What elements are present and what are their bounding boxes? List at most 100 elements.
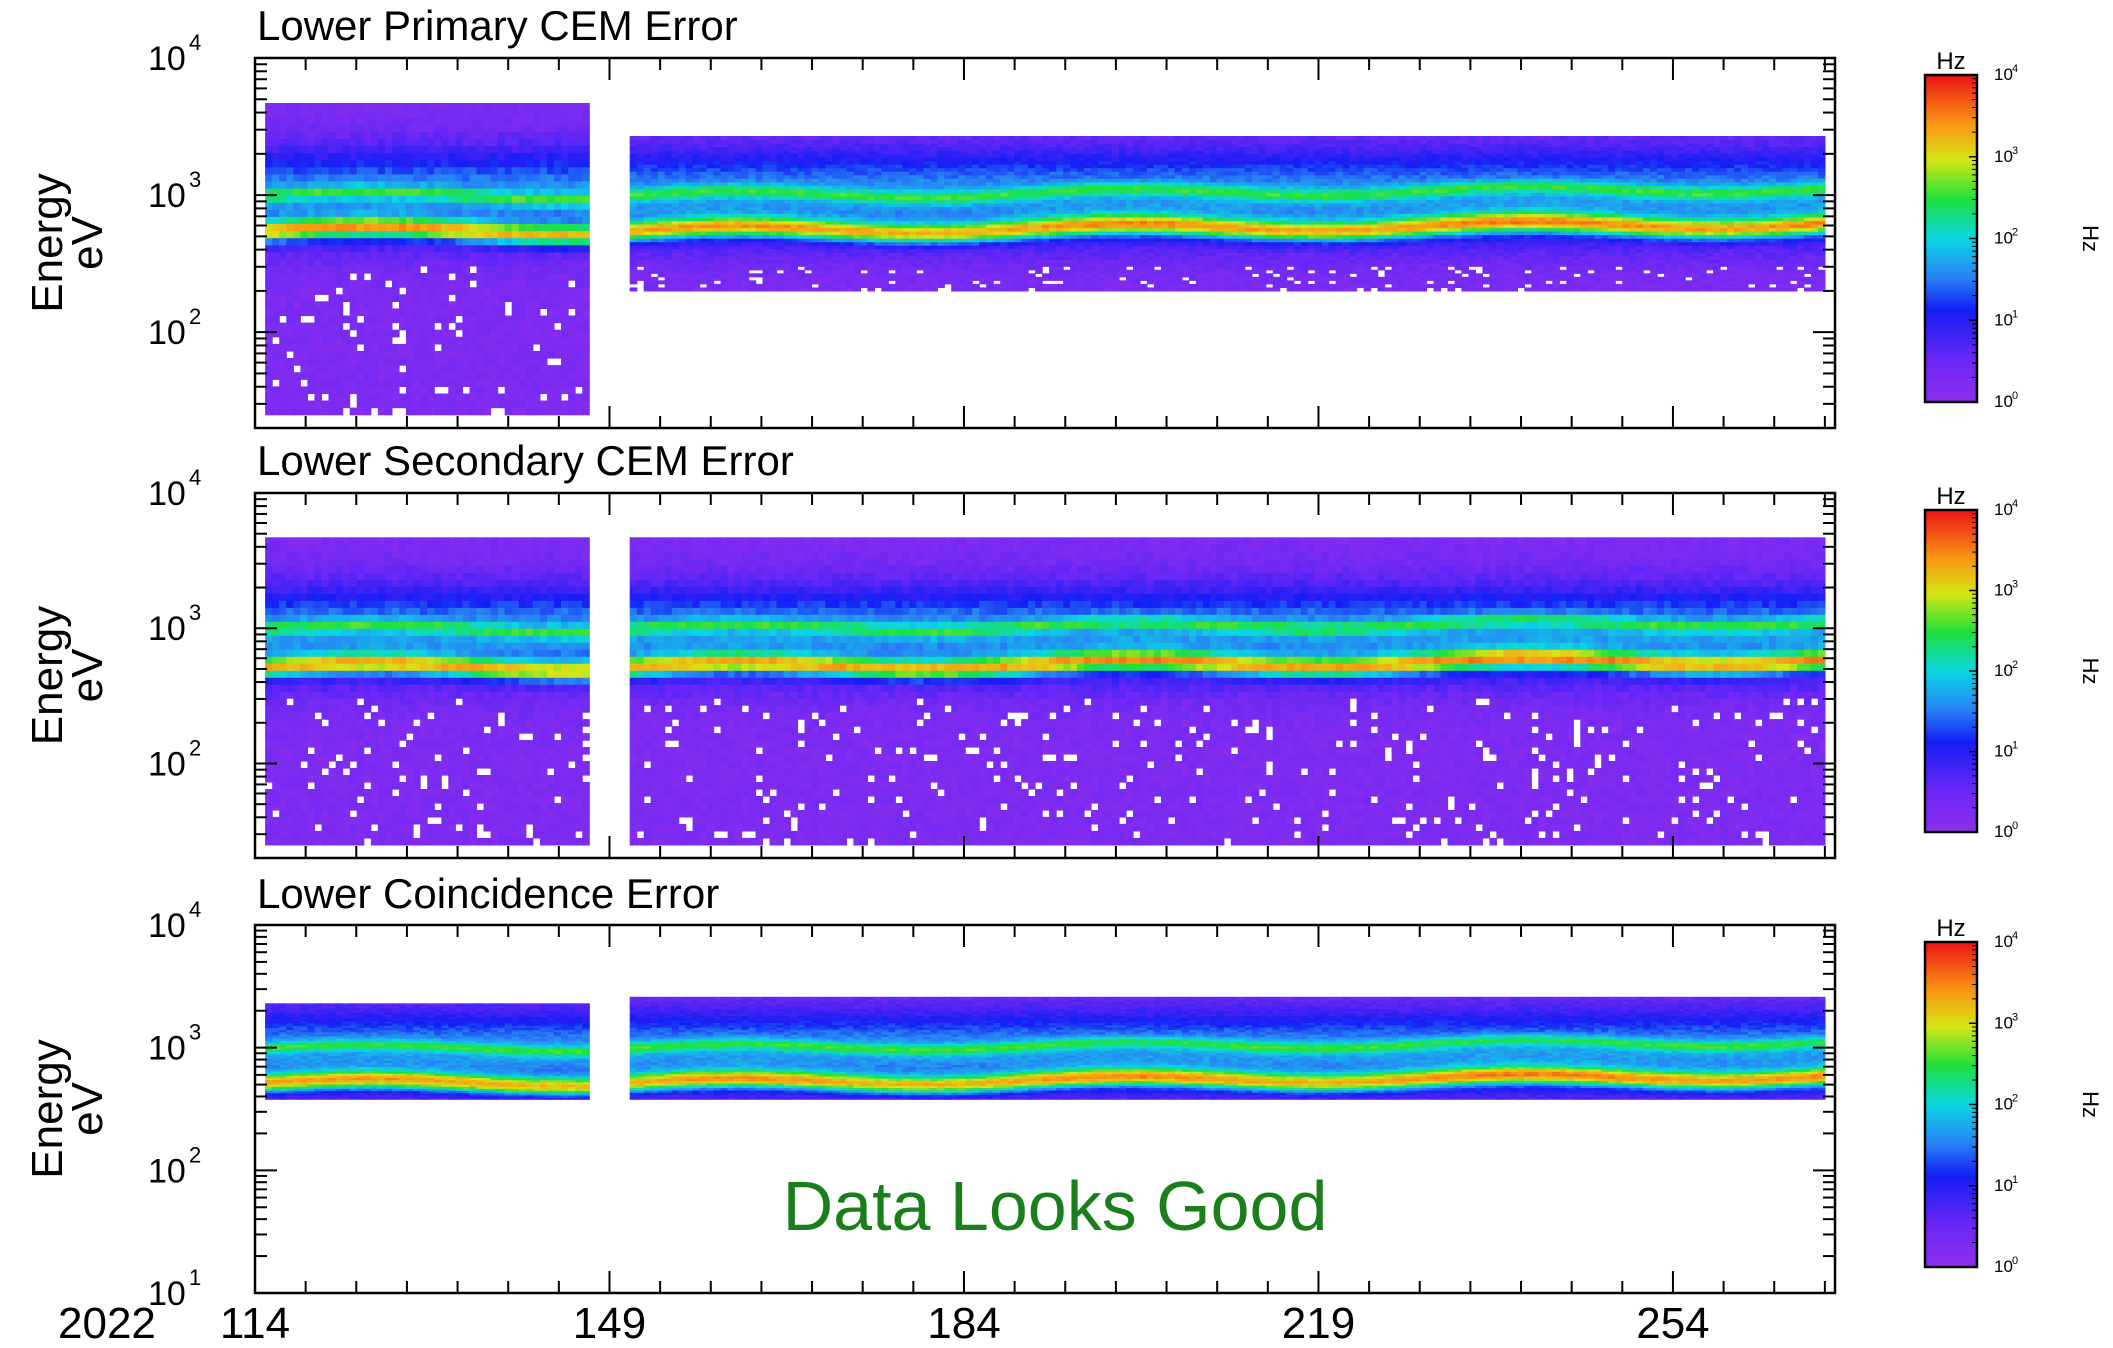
colorbar-tick-label: 10 1 <box>1994 740 2018 761</box>
colorbar-tick-label: 10 3 <box>1994 1011 2018 1032</box>
x-tick-label: 219 <box>1282 1299 1355 1348</box>
colorbar-tick-base: 10 <box>1994 661 2013 680</box>
y-tick-label: 10 4 <box>148 465 201 513</box>
colorbar-tick-label: 10 2 <box>1994 659 2018 680</box>
colorbar-tick-exp: 3 <box>2012 579 2018 591</box>
x-tick-label: 254 <box>1636 1299 1709 1348</box>
y-tick-base: 10 <box>148 314 186 352</box>
y-tick-base: 10 <box>148 1152 186 1190</box>
colorbar-tick-exp: 2 <box>2012 227 2018 239</box>
colorbar-tick-label: 10 0 <box>1994 820 2018 841</box>
panel-title: Lower Primary CEM Error <box>257 2 738 49</box>
y-tick-label: 10 2 <box>148 1142 201 1190</box>
colorbar-tick-base: 10 <box>1994 392 2013 411</box>
colorbar-side-label: Hz <box>2078 1091 2103 1118</box>
annotation-data-looks-good: Data Looks Good <box>783 1167 1328 1245</box>
colorbar-side-label: Hz <box>2078 658 2103 685</box>
colorbar-tick-base: 10 <box>1994 1095 2013 1114</box>
y-tick-label: 10 2 <box>148 304 201 352</box>
colorbar-tick-base: 10 <box>1994 1013 2013 1032</box>
colorbar-tick-base: 10 <box>1994 500 2013 519</box>
colorbar-title: Hz <box>1936 483 1965 510</box>
y-tick-exp: 3 <box>189 600 201 625</box>
colorbar-tick-label: 10 3 <box>1994 579 2018 600</box>
colorbar-tick-base: 10 <box>1994 1176 2013 1195</box>
y-tick-label: 10 1 <box>148 1265 201 1313</box>
y-tick-exp: 2 <box>189 1142 201 1167</box>
y-tick-exp: 3 <box>189 167 201 192</box>
heatmap-cells <box>265 996 1826 1100</box>
colorbar-tick-base: 10 <box>1994 310 2013 329</box>
x-axis <box>254 925 1826 1293</box>
heatmap-cells <box>265 103 1826 416</box>
colorbar-side-text: Hz <box>2078 225 2103 252</box>
colorbar-tick-label: 10 1 <box>1994 308 2018 329</box>
y-tick-base: 10 <box>148 177 186 215</box>
colorbar-tick-base: 10 <box>1994 932 2013 951</box>
y-tick-base: 10 <box>148 475 186 513</box>
colorbar-tick-base: 10 <box>1994 65 2013 84</box>
colorbar-tick-label: 10 4 <box>1994 498 2018 519</box>
colorbar-tick-exp: 2 <box>2012 1093 2018 1105</box>
colorbar-title: Hz <box>1936 915 1965 942</box>
colorbar-tick-base: 10 <box>1994 822 2013 841</box>
colorbar-side-text: Hz <box>2078 658 2103 685</box>
plot-frame <box>253 923 1837 1295</box>
y-tick-base: 10 <box>148 1030 186 1068</box>
x-year-label: 2022 <box>58 1299 156 1348</box>
y-label-unit: eV <box>63 648 112 702</box>
y-tick-exp: 4 <box>189 30 201 55</box>
colorbar-tick-exp: 0 <box>2012 820 2018 832</box>
y-tick-exp: 2 <box>189 304 201 329</box>
y-tick-exp: 1 <box>189 1265 201 1290</box>
panel-title: Lower Secondary CEM Error <box>257 437 794 484</box>
y-label-energy: Energy <box>23 606 72 745</box>
heatmap-cells <box>265 537 1826 846</box>
colorbar-tick-label: 10 4 <box>1994 63 2018 84</box>
x-axis <box>254 493 1826 858</box>
x-tick-label: 149 <box>573 1299 646 1348</box>
x-axis-labels: 2022 114 149 184 219 254 <box>58 1299 1710 1348</box>
y-tick-base: 10 <box>148 907 186 945</box>
x-axis <box>254 58 1826 428</box>
colorbar-tick-exp: 4 <box>2012 498 2018 510</box>
colorbar-tick-exp: 1 <box>2012 308 2018 320</box>
colorbar-tick-exp: 3 <box>2012 145 2018 157</box>
colorbar-tick-label: 10 3 <box>1994 145 2018 166</box>
colorbar-tick-exp: 4 <box>2012 63 2018 75</box>
colorbar-tick-label: 10 0 <box>1994 1255 2018 1276</box>
y-tick-base: 10 <box>148 40 186 78</box>
colorbar-tick-base: 10 <box>1994 229 2013 248</box>
x-tick-label: 114 <box>220 1299 290 1348</box>
colorbar-tick-label: 10 0 <box>1994 390 2018 411</box>
colorbar-tick-exp: 1 <box>2012 1174 2018 1186</box>
colorbar-tick-label: 10 4 <box>1994 930 2018 951</box>
colorbar-side-text: Hz <box>2078 1091 2103 1118</box>
colorbar-side-label: Hz <box>2078 225 2103 252</box>
plot-frame <box>253 56 1837 430</box>
colorbar-tick-exp: 2 <box>2012 659 2018 671</box>
colorbar-tick-exp: 3 <box>2012 1011 2018 1023</box>
colorbar-tick-base: 10 <box>1994 147 2013 166</box>
y-tick-label: 10 3 <box>148 167 201 215</box>
y-tick-label: 10 2 <box>148 735 201 783</box>
colorbar-scale <box>1923 508 1979 834</box>
colorbar-tick-base: 10 <box>1994 581 2013 600</box>
x-tick-label: 184 <box>927 1299 1000 1348</box>
colorbar-tick-label: 10 1 <box>1994 1174 2018 1195</box>
colorbar-tick-exp: 4 <box>2012 930 2018 942</box>
y-tick-label: 10 4 <box>148 897 201 945</box>
y-tick-exp: 2 <box>189 735 201 760</box>
colorbar-tick-label: 10 2 <box>1994 1093 2018 1114</box>
y-tick-base: 10 <box>148 610 186 648</box>
